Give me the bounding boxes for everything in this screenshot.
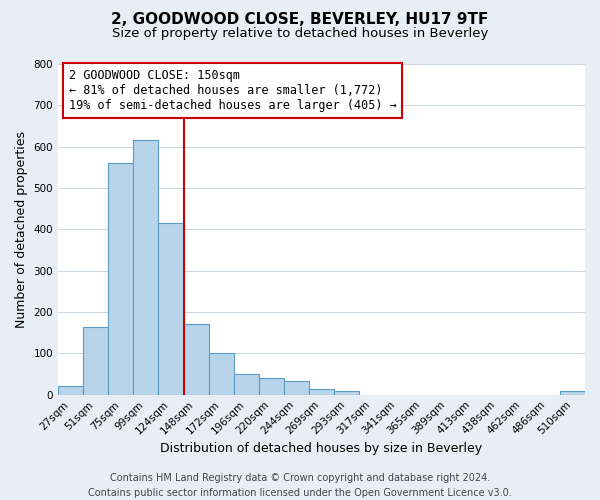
Bar bbox=[133, 140, 158, 394]
Text: 2 GOODWOOD CLOSE: 150sqm
← 81% of detached houses are smaller (1,772)
19% of sem: 2 GOODWOOD CLOSE: 150sqm ← 81% of detach… bbox=[68, 69, 397, 112]
Y-axis label: Number of detached properties: Number of detached properties bbox=[15, 131, 28, 328]
Bar bbox=[158, 223, 184, 394]
Text: Contains HM Land Registry data © Crown copyright and database right 2024.
Contai: Contains HM Land Registry data © Crown c… bbox=[88, 472, 512, 498]
Bar bbox=[309, 390, 334, 394]
Text: 2, GOODWOOD CLOSE, BEVERLEY, HU17 9TF: 2, GOODWOOD CLOSE, BEVERLEY, HU17 9TF bbox=[112, 12, 488, 28]
Bar bbox=[58, 386, 83, 394]
Bar bbox=[108, 163, 133, 394]
Bar bbox=[284, 381, 309, 394]
Bar bbox=[83, 326, 108, 394]
X-axis label: Distribution of detached houses by size in Beverley: Distribution of detached houses by size … bbox=[160, 442, 482, 455]
Bar bbox=[233, 374, 259, 394]
Bar bbox=[209, 354, 233, 395]
Bar bbox=[259, 378, 284, 394]
Bar bbox=[184, 324, 209, 394]
Bar bbox=[334, 390, 359, 394]
Bar bbox=[560, 392, 585, 394]
Text: Size of property relative to detached houses in Beverley: Size of property relative to detached ho… bbox=[112, 28, 488, 40]
